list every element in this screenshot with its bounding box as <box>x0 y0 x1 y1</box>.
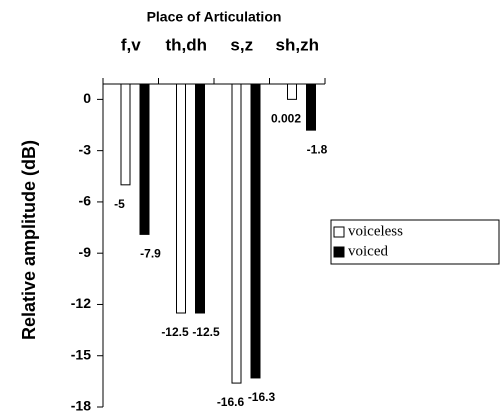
value-label: -1.8 <box>307 142 328 156</box>
y-tick-label: -3 <box>79 141 92 157</box>
bar <box>139 83 150 235</box>
value-label: -16.6 <box>217 395 245 409</box>
bar <box>176 83 186 314</box>
bar <box>120 83 131 186</box>
legend-label: voiced <box>348 243 388 259</box>
legend-swatch <box>333 246 345 258</box>
legend-label: voiceless <box>348 223 403 239</box>
y-tick-label: 0 <box>83 90 91 106</box>
value-label: -12.5 <box>192 325 220 339</box>
legend-box <box>330 219 500 265</box>
bar <box>250 83 261 379</box>
category-label: sh,zh <box>276 35 319 54</box>
legend-swatch <box>333 226 345 238</box>
y-tick-label: -18 <box>71 398 91 414</box>
value-label: -16.3 <box>248 390 276 404</box>
bar <box>287 83 297 100</box>
category-label: f,v <box>121 35 141 54</box>
y-tick-label: -15 <box>71 346 91 362</box>
chart-title: Place of Articulation <box>147 9 282 25</box>
y-tick-label: -12 <box>71 295 91 311</box>
value-label: -12.5 <box>161 325 189 339</box>
y-axis-label: Relative amplitude (dB) <box>19 140 39 340</box>
value-label: 0.002 <box>271 112 301 126</box>
y-tick-label: -9 <box>79 244 92 260</box>
category-label: th,dh <box>165 35 207 54</box>
bar <box>231 83 242 384</box>
value-label: -5 <box>114 197 125 211</box>
category-label: s,z <box>230 35 253 54</box>
bar <box>306 83 316 131</box>
value-label: -7.9 <box>140 247 161 261</box>
bar <box>195 83 205 314</box>
y-tick-label: -6 <box>79 193 92 209</box>
